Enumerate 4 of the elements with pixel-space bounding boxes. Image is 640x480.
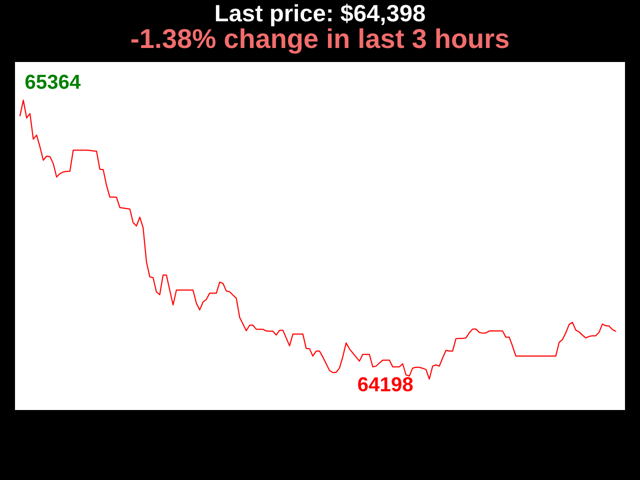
chart-title: Last price: $64,398 bbox=[216, 4, 425, 26]
chart-subtitle: -1.38% change in last 3 hours bbox=[131, 28, 509, 54]
data-label: 64198 bbox=[358, 377, 413, 392]
data-label: 65364 bbox=[25, 74, 81, 89]
